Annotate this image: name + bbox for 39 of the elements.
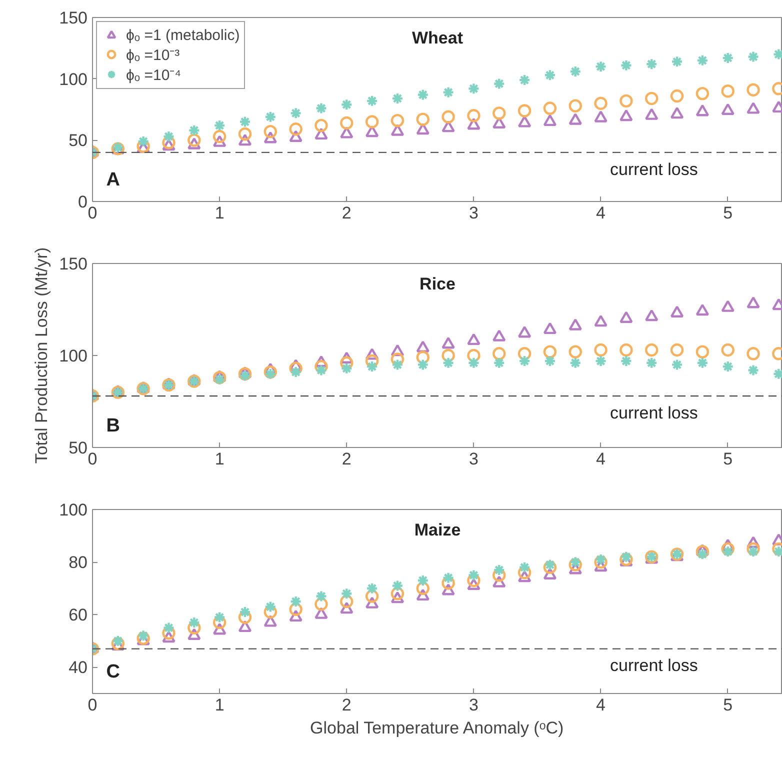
y-tick-label: 150 <box>59 254 88 274</box>
x-tick-label: 3 <box>468 204 478 222</box>
y-tick-label: 100 <box>59 346 88 366</box>
text: Rice <box>420 274 456 294</box>
x-tick-label: 2 <box>342 450 352 468</box>
x-tick-label: 5 <box>723 696 733 714</box>
y-tick-label: 60 <box>68 606 88 625</box>
y-tick-label: 100 <box>59 500 88 520</box>
legend-label: ϕₒ =10⁻³ <box>126 46 180 64</box>
x-tick-label: 1 <box>214 450 224 468</box>
text: Wheat <box>412 28 464 48</box>
y-tick-label: 50 <box>68 131 88 150</box>
x-tick-label: 5 <box>723 204 733 222</box>
x-tick-label: 3 <box>468 696 478 714</box>
x-tick-label: 4 <box>596 204 606 222</box>
x-tick-label: 2 <box>342 696 352 714</box>
ref-line-label: current loss <box>610 656 698 676</box>
y-tick-label: 40 <box>68 658 88 678</box>
y-tick-label: 50 <box>68 438 88 458</box>
x-tick-label: 1 <box>214 696 224 714</box>
text: Maize <box>414 520 461 540</box>
annotation: A <box>106 169 120 190</box>
x-axis-title: Global Temperature Anomaly (ᵒC) <box>310 718 564 738</box>
x-tick-label: 2 <box>342 204 352 222</box>
ref-line-label: current loss <box>610 160 698 179</box>
annotation: B <box>106 415 120 436</box>
x-tick-label: 3 <box>468 450 478 468</box>
y-axis-title: Total Production Loss (Mt/yr) <box>32 247 52 464</box>
legend-label: ϕₒ =10⁻⁴ <box>126 66 182 84</box>
x-tick-label: 1 <box>214 204 224 222</box>
y-tick-label: 80 <box>68 553 88 572</box>
ref-line-label: current loss <box>610 403 698 422</box>
legend-label: ϕₒ =1 (metabolic) <box>126 26 240 44</box>
x-tick-label: 5 <box>723 450 733 468</box>
y-tick-label: 150 <box>59 8 88 28</box>
x-tick-label: 4 <box>596 450 606 468</box>
annotation: C <box>106 661 120 682</box>
x-tick-label: 4 <box>596 696 606 714</box>
y-tick-label: 100 <box>59 70 88 89</box>
